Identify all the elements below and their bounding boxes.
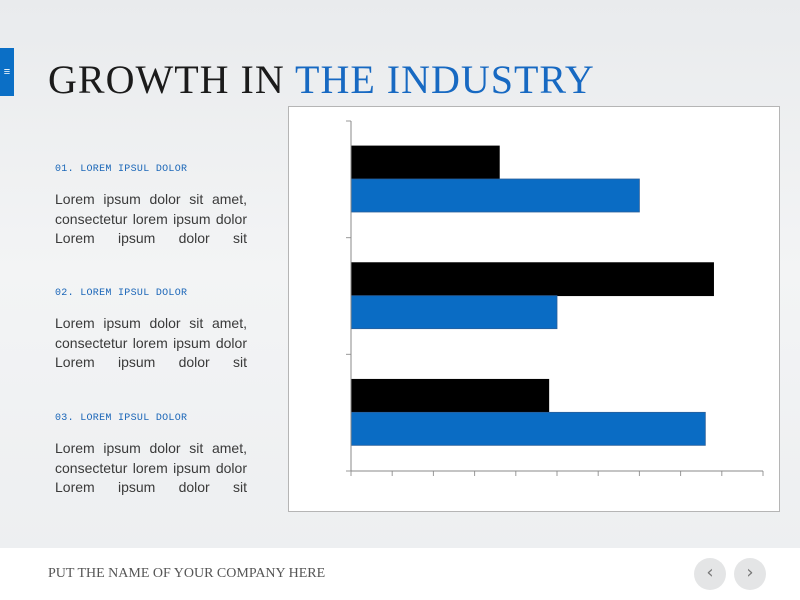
- next-slide-button[interactable]: ›: [734, 558, 766, 590]
- item-text-line: consectetur lorem ipsum dolor: [55, 210, 247, 227]
- item-text: Lorem ipsum dolor sit amet, consectetur …: [55, 314, 247, 373]
- item-text-line: Lorem ipsum dolor sit: [55, 479, 247, 495]
- item-title: 02. LOREM IPSUL DOLOR: [55, 288, 188, 299]
- bar-series-2-category-1: [350, 178, 640, 213]
- footer: PUT THE NAME OF YOUR COMPANY HERE ‹ ›: [0, 548, 800, 600]
- list-item-1: 01. LOREM IPSUL DOLOR Lorem ipsum dolor …: [55, 164, 275, 249]
- item-text-line: Lorem ipsum dolor sit amet,: [55, 315, 247, 331]
- title-part-1: GROWTH IN: [48, 57, 296, 102]
- item-text: Lorem ipsum dolor sit amet, consectetur …: [55, 190, 247, 249]
- item-title: 03. LOREM IPSUL DOLOR: [55, 413, 188, 424]
- bar-series-2-category-3: [350, 411, 706, 446]
- list-item-3: 03. LOREM IPSUL DOLOR Lorem ipsum dolor …: [55, 413, 275, 498]
- list-item-2: 02. LOREM IPSUL DOLOR Lorem ipsum dolor …: [55, 288, 275, 373]
- item-text-line: Lorem ipsum dolor sit: [55, 354, 247, 370]
- item-text-line: consectetur lorem ipsum dolor: [55, 334, 247, 351]
- company-name: PUT THE NAME OF YOUR COMPANY HERE: [48, 566, 326, 581]
- item-text-line: Lorem ipsum dolor sit amet,: [55, 191, 247, 207]
- bar-series-1-category-1: [350, 145, 500, 180]
- bar-series-1-category-3: [350, 378, 550, 413]
- prev-slide-button[interactable]: ‹: [694, 558, 726, 590]
- bar-series-2-category-2: [350, 295, 558, 330]
- slide-title: GROWTH IN THE INDUSTRY: [48, 56, 595, 103]
- item-text: Lorem ipsum dolor sit amet, consectetur …: [55, 439, 247, 498]
- menu-icon[interactable]: ≡: [0, 48, 14, 96]
- item-text-line: Lorem ipsum dolor sit: [55, 230, 247, 246]
- title-part-2: THE INDUSTRY: [295, 57, 595, 102]
- bar-chart: [346, 120, 764, 476]
- item-text-line: Lorem ipsum dolor sit amet,: [55, 440, 247, 456]
- bar-series-1-category-2: [350, 262, 714, 297]
- item-title: 01. LOREM IPSUL DOLOR: [55, 164, 188, 175]
- chart-frame: [288, 106, 780, 512]
- item-text-line: consectetur lorem ipsum dolor: [55, 459, 247, 476]
